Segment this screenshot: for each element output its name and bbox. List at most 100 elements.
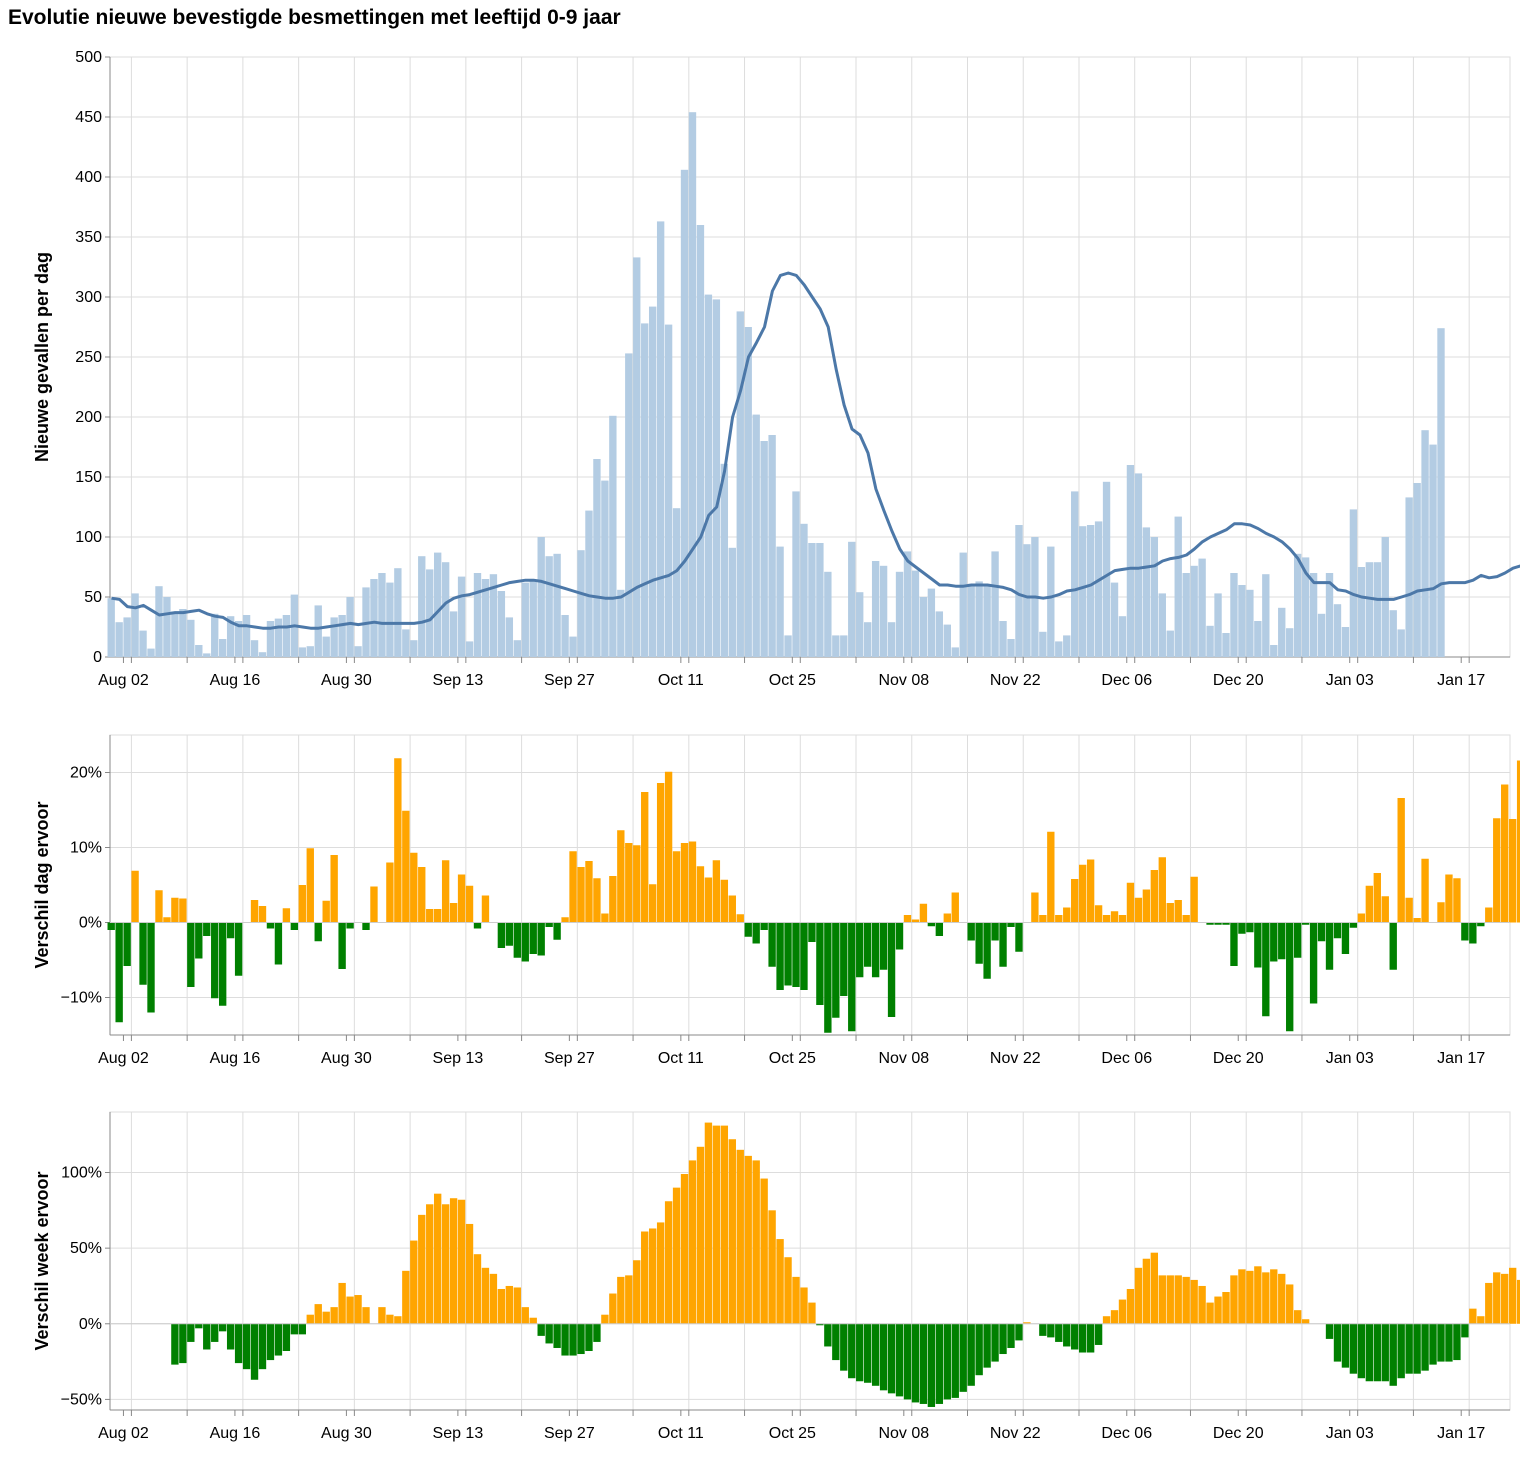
bar [203, 922, 211, 936]
bar [609, 415, 617, 657]
bar [1238, 1269, 1246, 1324]
bar [1309, 573, 1318, 657]
bar [410, 852, 418, 923]
bar [195, 1323, 203, 1329]
bar [863, 622, 872, 657]
bar [808, 922, 816, 942]
bar [1150, 1252, 1159, 1324]
bar [927, 588, 936, 657]
bar [617, 589, 625, 657]
bar [226, 1323, 235, 1350]
bar [641, 323, 649, 657]
x-tick-label: Nov 08 [878, 672, 929, 689]
bar [1023, 1322, 1031, 1324]
bar [975, 581, 983, 657]
bar [832, 635, 840, 657]
bar [330, 1307, 338, 1324]
bar [1118, 915, 1127, 923]
bar [561, 917, 569, 923]
bar [903, 551, 912, 657]
bar [943, 624, 951, 657]
bar [1078, 1323, 1087, 1353]
bar [1166, 630, 1174, 657]
bar [1071, 879, 1079, 923]
bar [521, 922, 529, 962]
bar [1365, 562, 1374, 657]
bar [935, 922, 944, 936]
bar [672, 1187, 681, 1324]
bar [656, 1222, 665, 1324]
bar [1078, 526, 1087, 657]
bar [1142, 527, 1151, 657]
bar [394, 568, 402, 657]
bar [856, 922, 864, 978]
bar [226, 616, 235, 657]
bar [1055, 1323, 1063, 1342]
bar [776, 546, 784, 657]
bar [911, 1323, 920, 1403]
bar [1246, 589, 1254, 657]
bar [553, 922, 561, 940]
bar [171, 611, 179, 657]
x-tick-label: Aug 30 [321, 1425, 372, 1442]
bar [187, 619, 195, 657]
bar [720, 879, 729, 923]
bar [497, 591, 506, 657]
bar [1023, 544, 1031, 657]
bar [505, 1285, 514, 1324]
bar [927, 922, 936, 927]
bar [1055, 641, 1063, 657]
bar [115, 622, 123, 657]
bar [306, 848, 314, 923]
bar [1134, 473, 1143, 657]
bar [959, 552, 967, 657]
bar [1150, 537, 1159, 657]
bar [497, 1288, 506, 1324]
bar [895, 1323, 904, 1397]
bar [991, 551, 999, 657]
bar [418, 867, 426, 923]
bar [895, 571, 904, 657]
y-tick-label: 100 [75, 529, 102, 546]
bar [601, 913, 609, 923]
bar [1357, 567, 1366, 657]
bar [1182, 1276, 1190, 1324]
bar [203, 1323, 211, 1350]
bar [234, 621, 243, 657]
bar [688, 841, 697, 923]
bar [410, 1240, 418, 1324]
bar [1007, 1323, 1015, 1348]
bar [848, 1323, 856, 1379]
bar [927, 1323, 936, 1407]
bar [1214, 1296, 1222, 1324]
y-tick-label: −50% [61, 1391, 102, 1408]
bar [593, 459, 601, 657]
bar [1397, 798, 1405, 923]
bar [967, 922, 975, 941]
bar [250, 640, 259, 657]
bar [553, 1323, 561, 1348]
x-tick-label: Dec 06 [1101, 1425, 1152, 1442]
bar [218, 1323, 227, 1332]
bar [1182, 573, 1190, 657]
bar [656, 221, 665, 657]
bar [1230, 573, 1238, 657]
y-tick-label: 10% [70, 840, 102, 857]
bar [601, 1314, 609, 1324]
bar [656, 783, 665, 923]
bar [625, 353, 633, 657]
bar [983, 1323, 991, 1368]
bar [1198, 1285, 1206, 1324]
bar [1094, 1323, 1103, 1345]
bar [131, 593, 139, 657]
bar [378, 573, 386, 657]
bar [871, 561, 880, 657]
bar [648, 884, 657, 923]
bar [195, 645, 203, 657]
bar [943, 913, 951, 923]
bar [911, 570, 920, 657]
bar [545, 1323, 553, 1344]
bar [688, 112, 697, 657]
bar [1206, 1302, 1214, 1324]
x-tick-label: Nov 22 [990, 1425, 1041, 1442]
